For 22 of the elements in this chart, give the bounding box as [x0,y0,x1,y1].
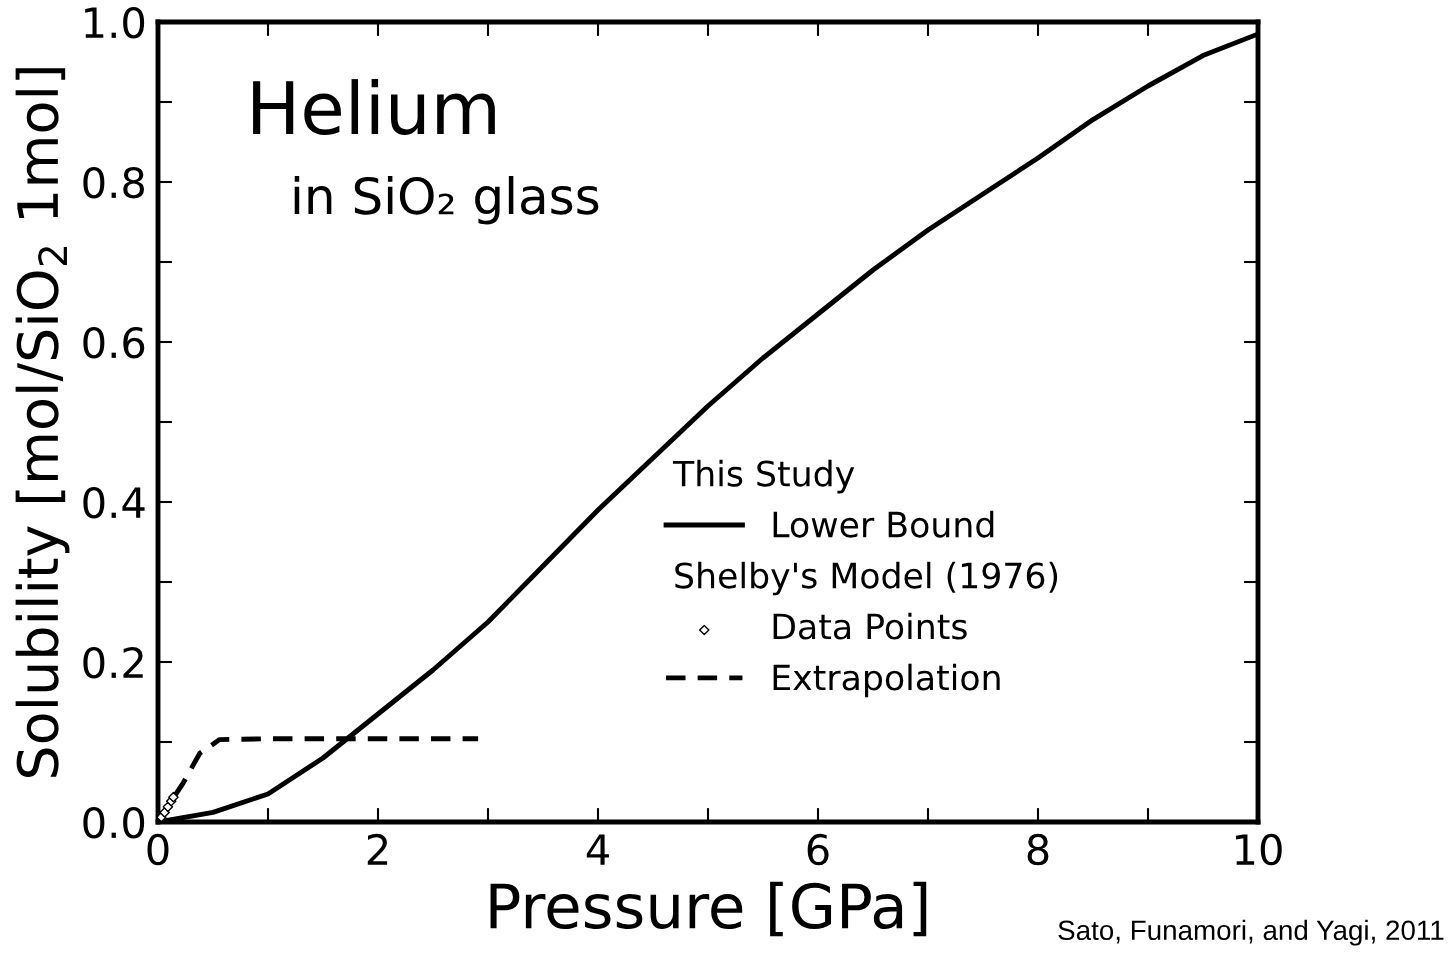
y-tick-label: 1.0 [85,6,145,39]
y-tick-label: 0.4 [83,486,145,519]
annotation: This Study [672,459,855,494]
text: Helium [253,79,495,136]
legend-label: Extrapolation [773,663,1000,698]
x-tick-label: 10 [1236,833,1282,866]
annotation: Shelby's Model (1976) [675,561,1058,596]
y-tick-label: 0.8 [83,166,145,199]
x-axis-title: Pressure [GPa] [490,881,927,937]
y-tick-label: 0.2 [83,646,143,679]
y-tick-label: 0.6 [83,326,145,359]
x-tick-label: 2 [367,833,388,865]
x-tick-label: 0 [147,833,169,866]
legend-label: Lower Bound [773,510,994,538]
x-tick-label: 4 [586,834,609,865]
text: in SiO₂ glass [294,176,599,225]
legend-label: Data Points [773,612,967,640]
x-tick-label: 6 [807,833,829,866]
y-tick-label: 0.0 [83,806,145,839]
text: Sato, Funamori, and Yagi, 2011 [1058,919,1444,946]
y-axis-title: Solubility [mol/SiO$_{2}$ 1mol] [15,68,70,777]
x-tick-label: 8 [1027,833,1049,866]
